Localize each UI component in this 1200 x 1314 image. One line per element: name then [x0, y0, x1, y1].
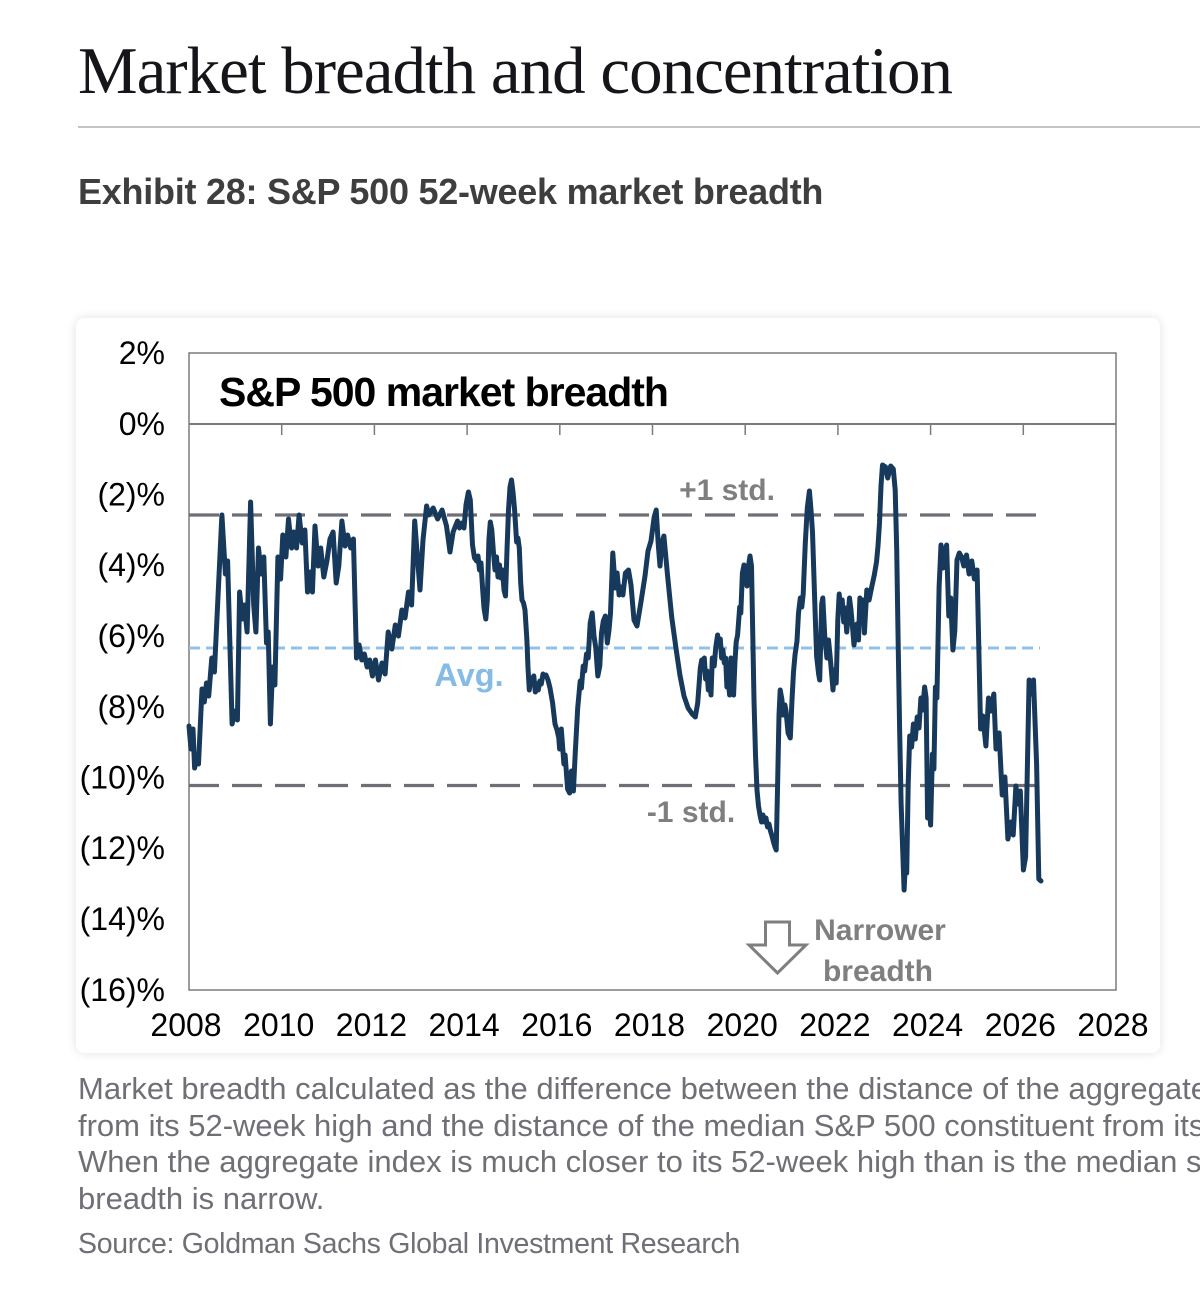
- svg-text:-1 std.: -1 std.: [647, 796, 735, 829]
- svg-text:2028: 2028: [1077, 1007, 1148, 1043]
- svg-text:0%: 0%: [119, 406, 165, 442]
- svg-text:S&P 500 market breadth: S&P 500 market breadth: [219, 369, 668, 415]
- svg-text:2016: 2016: [521, 1007, 592, 1043]
- svg-text:2026: 2026: [985, 1007, 1056, 1043]
- svg-text:(16)%: (16)%: [80, 972, 165, 1008]
- svg-text:2008: 2008: [150, 1007, 221, 1043]
- svg-text:(14)%: (14)%: [80, 901, 165, 937]
- svg-text:2010: 2010: [243, 1007, 314, 1043]
- svg-text:(10)%: (10)%: [80, 760, 165, 796]
- svg-text:2024: 2024: [892, 1007, 963, 1043]
- svg-text:2012: 2012: [336, 1007, 407, 1043]
- svg-text:2022: 2022: [799, 1007, 870, 1043]
- svg-text:(2)%: (2)%: [97, 477, 165, 513]
- svg-text:+1 std.: +1 std.: [679, 474, 775, 507]
- svg-text:(12)%: (12)%: [80, 830, 165, 866]
- svg-text:(8)%: (8)%: [97, 689, 165, 725]
- svg-text:2014: 2014: [429, 1007, 500, 1043]
- svg-text:Avg.: Avg.: [434, 657, 503, 693]
- svg-text:2018: 2018: [614, 1007, 685, 1043]
- svg-text:breadth: breadth: [823, 955, 933, 988]
- svg-text:2%: 2%: [119, 335, 165, 371]
- svg-text:Narrower: Narrower: [814, 914, 946, 947]
- svg-text:2020: 2020: [707, 1007, 778, 1043]
- svg-text:(6)%: (6)%: [97, 618, 165, 654]
- svg-text:(4)%: (4)%: [97, 547, 165, 583]
